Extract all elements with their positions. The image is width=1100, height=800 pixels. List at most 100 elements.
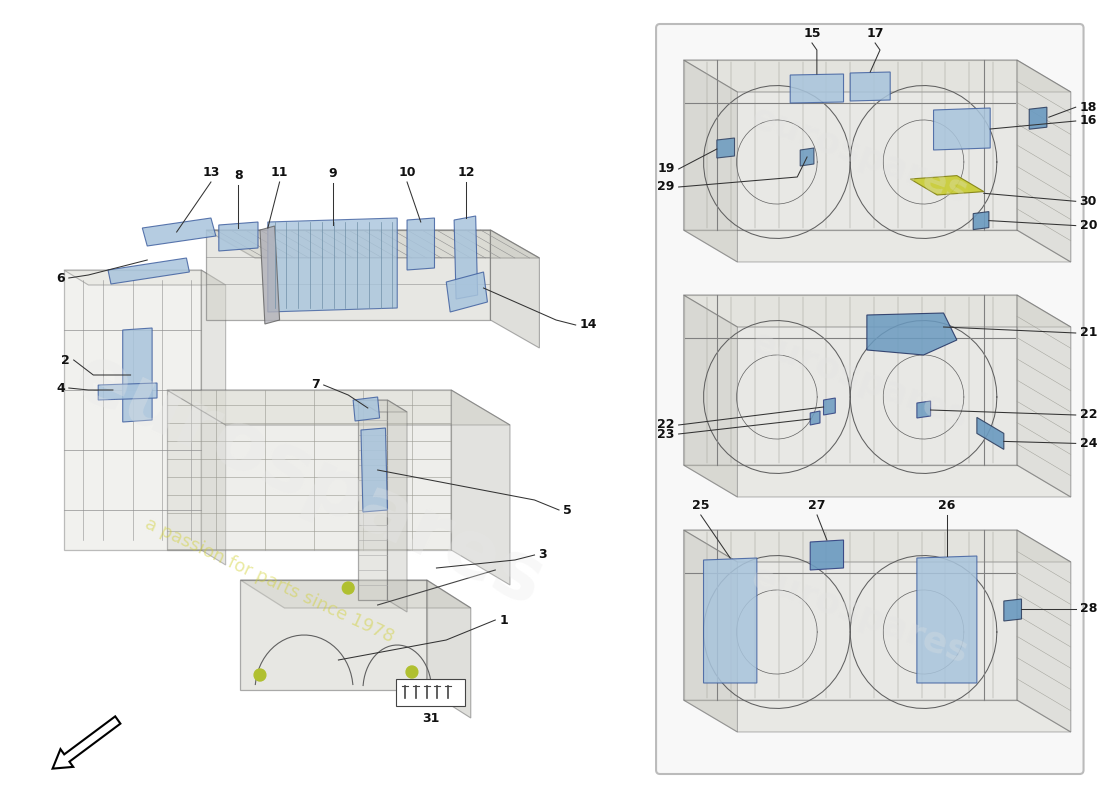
Text: eurospares: eurospares: [747, 325, 974, 435]
Polygon shape: [800, 148, 814, 166]
Polygon shape: [811, 411, 819, 425]
Polygon shape: [683, 60, 737, 262]
Text: 24: 24: [1079, 437, 1097, 450]
Text: 12: 12: [458, 166, 474, 179]
Polygon shape: [201, 270, 225, 565]
Text: 4: 4: [56, 382, 65, 394]
Polygon shape: [167, 390, 451, 550]
Circle shape: [342, 582, 354, 594]
Text: 26: 26: [938, 499, 956, 512]
Text: 25: 25: [692, 499, 710, 512]
Text: 11: 11: [271, 166, 288, 179]
Polygon shape: [491, 230, 539, 348]
Text: 29: 29: [658, 181, 674, 194]
Polygon shape: [142, 218, 216, 246]
Text: 28: 28: [1079, 602, 1097, 615]
Text: eurospares: eurospares: [747, 100, 974, 210]
Polygon shape: [108, 258, 189, 284]
Polygon shape: [683, 230, 1070, 262]
Text: 13: 13: [202, 166, 220, 179]
Text: 27: 27: [808, 499, 826, 512]
Text: 1: 1: [499, 614, 508, 626]
Text: 18: 18: [1079, 101, 1097, 114]
Polygon shape: [910, 176, 983, 195]
Text: 3: 3: [538, 549, 547, 562]
Text: 6: 6: [56, 271, 65, 285]
Text: 23: 23: [658, 427, 674, 441]
Polygon shape: [1016, 295, 1070, 497]
Polygon shape: [683, 60, 1016, 230]
Polygon shape: [64, 270, 226, 285]
Polygon shape: [1016, 60, 1070, 262]
Text: 15: 15: [803, 27, 821, 40]
Polygon shape: [1004, 599, 1022, 621]
Text: eurospares: eurospares: [747, 560, 974, 670]
Text: 14: 14: [580, 318, 597, 331]
Polygon shape: [867, 313, 957, 355]
Polygon shape: [267, 218, 397, 312]
Polygon shape: [64, 270, 201, 550]
FancyBboxPatch shape: [656, 24, 1084, 774]
Polygon shape: [1030, 107, 1047, 130]
Polygon shape: [683, 700, 1070, 732]
FancyBboxPatch shape: [396, 678, 465, 706]
Text: 2: 2: [60, 354, 69, 366]
Polygon shape: [917, 401, 931, 418]
Text: 8: 8: [234, 169, 243, 182]
Polygon shape: [407, 218, 434, 270]
Polygon shape: [427, 580, 471, 718]
Polygon shape: [790, 74, 844, 103]
Polygon shape: [361, 428, 387, 512]
Polygon shape: [260, 226, 279, 324]
Text: 30: 30: [1079, 194, 1097, 208]
Polygon shape: [824, 398, 835, 415]
Text: 10: 10: [398, 166, 416, 179]
Polygon shape: [683, 465, 1070, 497]
Polygon shape: [353, 397, 380, 421]
Polygon shape: [1016, 530, 1070, 732]
Text: a passion for parts since 1978: a passion for parts since 1978: [142, 514, 397, 646]
Text: 5: 5: [563, 503, 572, 517]
Text: 22: 22: [1079, 409, 1097, 422]
Polygon shape: [358, 400, 407, 412]
Text: 31: 31: [422, 712, 439, 725]
Polygon shape: [683, 295, 737, 497]
Polygon shape: [683, 295, 1070, 327]
Circle shape: [406, 666, 418, 678]
Circle shape: [254, 669, 266, 681]
Polygon shape: [447, 272, 487, 312]
Polygon shape: [167, 390, 510, 425]
Polygon shape: [451, 390, 510, 585]
Polygon shape: [683, 530, 1016, 700]
Text: eurospares: eurospares: [62, 337, 557, 623]
Polygon shape: [717, 138, 735, 158]
Polygon shape: [917, 556, 977, 683]
Polygon shape: [241, 580, 471, 608]
Polygon shape: [219, 222, 258, 251]
Polygon shape: [683, 530, 737, 732]
Polygon shape: [977, 418, 1004, 450]
Polygon shape: [387, 400, 407, 612]
Polygon shape: [454, 216, 477, 299]
Polygon shape: [206, 230, 491, 320]
Text: 17: 17: [867, 27, 884, 40]
Polygon shape: [98, 383, 157, 400]
Polygon shape: [683, 530, 1070, 562]
Polygon shape: [934, 108, 990, 150]
Text: 21: 21: [1079, 326, 1097, 339]
Polygon shape: [683, 60, 1070, 92]
Text: 22: 22: [657, 418, 674, 431]
Polygon shape: [206, 230, 539, 258]
Text: 19: 19: [658, 162, 674, 175]
Polygon shape: [358, 400, 387, 600]
Polygon shape: [123, 328, 152, 422]
Polygon shape: [850, 72, 890, 101]
Polygon shape: [704, 558, 757, 683]
Text: 9: 9: [328, 167, 337, 180]
Polygon shape: [683, 295, 1016, 465]
Polygon shape: [811, 540, 844, 570]
Text: 20: 20: [1079, 219, 1097, 232]
Text: 7: 7: [311, 378, 320, 391]
Polygon shape: [974, 212, 989, 230]
FancyArrow shape: [53, 716, 120, 769]
